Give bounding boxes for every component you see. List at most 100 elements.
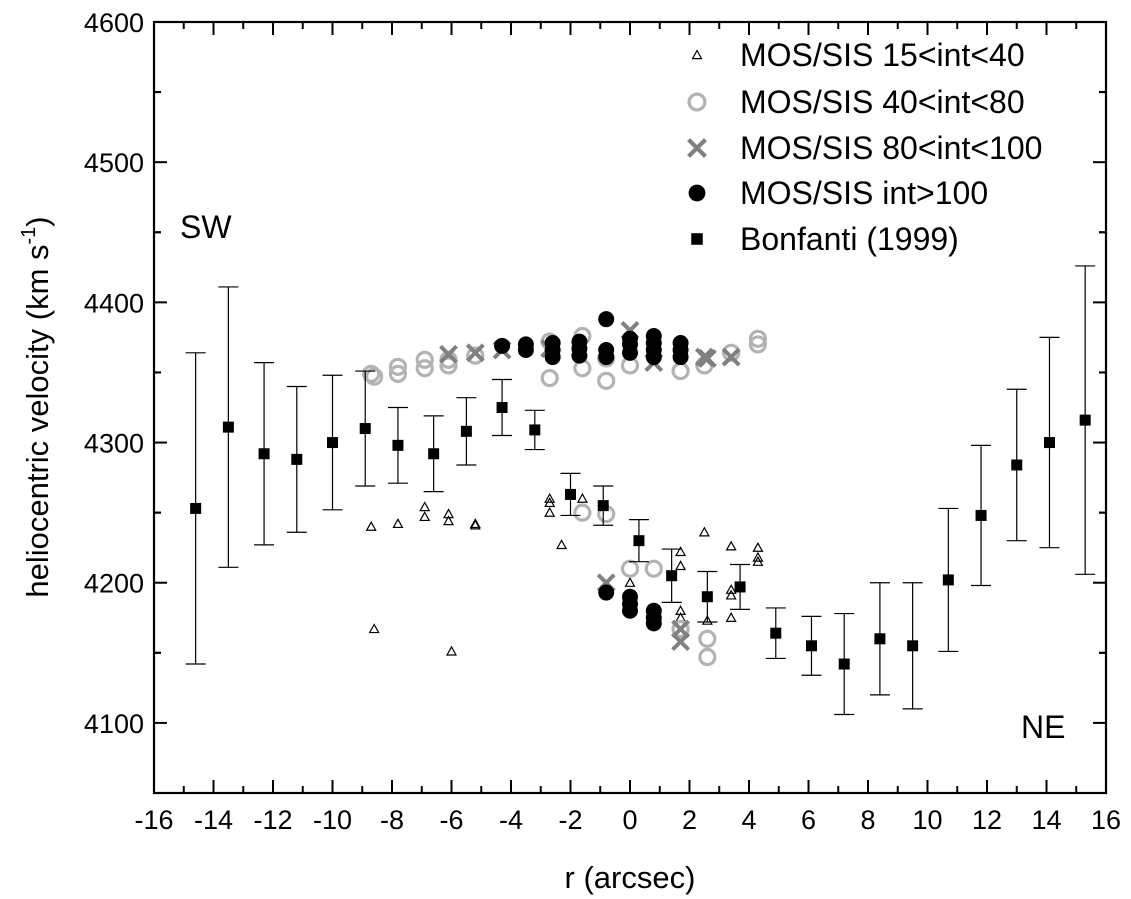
data-point [622, 602, 638, 619]
x-axis-title: r (arcsec) [565, 860, 696, 895]
legend-marker [687, 92, 707, 112]
legend-label: MOS/SIS 40<int<80 [740, 84, 1025, 120]
data-point [805, 640, 817, 652]
data-point [721, 347, 741, 367]
legend-marker [687, 138, 707, 158]
data-point [725, 540, 737, 551]
y-axis-title: heliocentric velocity (km s-1) [18, 216, 55, 597]
data-point [698, 647, 717, 667]
data-point [415, 350, 434, 369]
data-point [571, 347, 588, 364]
y-tick-label: 4600 [84, 8, 144, 38]
data-point [675, 560, 687, 571]
x-tick-label: -2 [558, 805, 582, 835]
data-point [722, 343, 741, 362]
data-point [415, 359, 434, 378]
data-point [576, 492, 588, 503]
annotation-sw: SW [180, 209, 232, 245]
x-tick-label: -4 [499, 805, 523, 835]
series-layer [185, 265, 1096, 716]
data-point [838, 658, 850, 670]
data-point [725, 589, 737, 600]
legend-label: MOS/SIS 15<int<40 [740, 37, 1025, 73]
data-point [445, 645, 458, 656]
data-point [544, 492, 556, 503]
series-0 [365, 492, 764, 656]
data-point [620, 559, 640, 578]
x-tick-label: 8 [860, 805, 875, 835]
x-tick-label: -8 [380, 805, 404, 835]
data-point [672, 349, 689, 366]
legend-marker [691, 49, 703, 60]
y-tick-label: 4100 [84, 709, 144, 739]
data-point [752, 555, 764, 566]
data-point [645, 615, 662, 632]
data-point [544, 349, 561, 366]
data-point [388, 357, 408, 376]
data-point [496, 402, 508, 413]
data-point [1011, 459, 1023, 471]
x-tick-label: 12 [972, 805, 1002, 835]
data-point [734, 581, 746, 593]
data-point [517, 342, 534, 359]
x-tick-label: 2 [682, 805, 697, 835]
y-axis-title-main: heliocentric velocity (km s [20, 244, 55, 597]
data-point [671, 632, 690, 652]
data-point [365, 367, 384, 386]
data-point [597, 371, 616, 390]
data-point [258, 448, 270, 460]
data-point [770, 627, 782, 639]
annotation-ne: NE [1021, 709, 1065, 745]
data-point [392, 518, 404, 529]
y-axis-title-close: ) [20, 216, 55, 226]
data-point [645, 349, 662, 366]
data-point [291, 453, 303, 465]
data-point [748, 335, 768, 354]
legend-marker [688, 184, 706, 202]
data-point [633, 535, 645, 547]
x-tick-label: 6 [801, 805, 816, 835]
data-point [697, 349, 717, 368]
data-point [540, 368, 559, 388]
data-point [573, 503, 592, 522]
data-point [752, 551, 764, 562]
data-point [597, 500, 609, 512]
legend-label: MOS/SIS int>100 [740, 175, 988, 211]
data-point [439, 356, 458, 375]
y-tick-label: 4300 [84, 429, 144, 459]
data-point [362, 364, 381, 383]
data-point [725, 584, 737, 594]
series-1 [362, 326, 768, 667]
legend-label: MOS/SIS 80<int<100 [740, 130, 1042, 166]
data-point [1079, 414, 1091, 426]
data-point [443, 515, 455, 526]
data-point [556, 539, 568, 550]
data-point [428, 448, 440, 460]
data-point [439, 344, 458, 364]
data-point [419, 501, 431, 512]
data-point [460, 425, 472, 437]
data-point [725, 612, 737, 622]
data-point [942, 574, 954, 586]
data-point [494, 337, 511, 354]
data-point [469, 518, 481, 529]
legend: MOS/SIS 15<int<40 MOS/SIS 40<int<80 MOS/SI… [687, 37, 1042, 257]
data-point [359, 423, 371, 435]
axis-ticks: -16 -14 -12 -10 -8 -6 -4 -2 0 2 4 6 8 10 12 14 16 4100 420… [84, 8, 1121, 835]
data-point [907, 640, 919, 652]
data-point [392, 439, 404, 451]
x-tick-label: 10 [912, 805, 942, 835]
legend-label: Bonfanti (1999) [740, 221, 959, 257]
y-tick-label: 4500 [84, 148, 144, 178]
data-point [671, 361, 690, 381]
data-point [529, 424, 541, 436]
data-point [701, 591, 713, 603]
data-point [698, 629, 717, 648]
x-tick-label: -14 [194, 805, 233, 835]
y-axis-title-sup: -1 [18, 227, 40, 245]
data-point [666, 570, 678, 582]
x-tick-label: 0 [622, 805, 637, 835]
data-point [388, 364, 408, 383]
data-point [622, 344, 638, 361]
